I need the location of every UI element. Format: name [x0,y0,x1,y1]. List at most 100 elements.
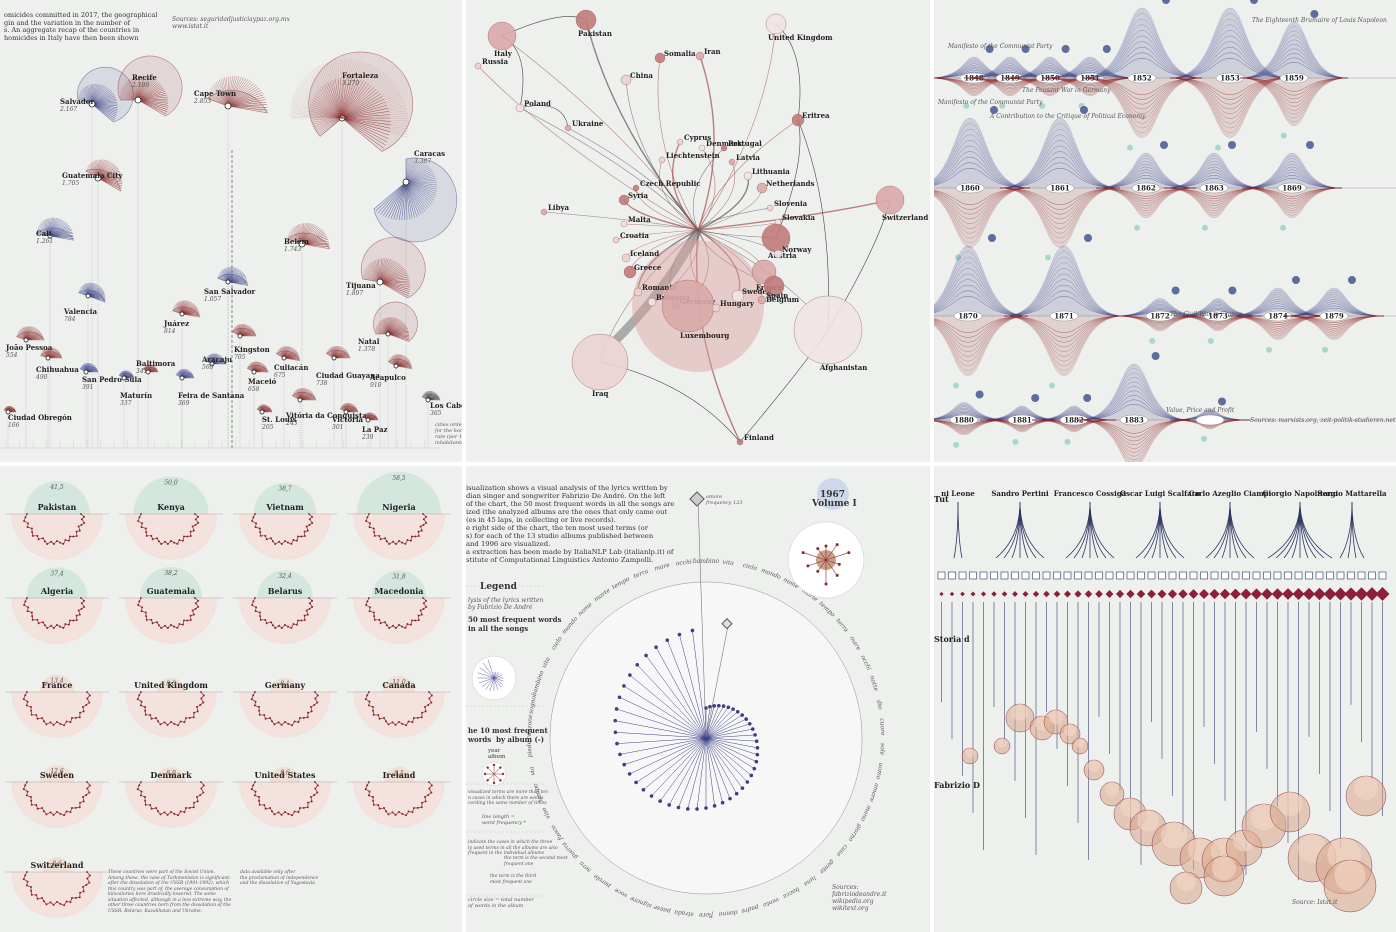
network-node [487,21,517,51]
speech-diamond [1344,587,1358,601]
speech-diamond [1250,588,1263,600]
work-dot [1031,394,1040,402]
bubble-highlight [1354,776,1378,800]
wave-top [1113,299,1207,317]
word-label: nome [577,601,594,618]
network-node [515,103,525,113]
wave-bottom [1003,315,1125,348]
speech-diamond [1095,590,1103,598]
country-name: Germany [265,680,306,690]
year-pill [953,310,983,322]
network-node-label: China [630,71,653,80]
word-spoke [705,737,757,762]
fan-ray [388,181,407,219]
fan-ray [379,280,410,283]
bubble-highlight [1088,760,1100,772]
fan-ray [227,88,260,107]
president-branch [1073,501,1091,559]
fan-ray [49,227,71,237]
wave-bottom [1227,315,1329,333]
city-value: 675 [274,372,286,379]
speech-diamond [1074,590,1082,598]
word-spoke [651,737,707,797]
fan-outline [172,306,201,318]
wave-bottom [1077,419,1191,438]
work-dot [1083,394,1092,402]
fan-ray [301,243,330,248]
fan-ray [396,181,407,220]
speech-diamond [1178,589,1188,599]
fan-ray [379,281,411,286]
wave-top [1077,363,1191,421]
country-name: France [42,680,73,690]
wave-top [1077,381,1191,421]
fan-ray [341,96,383,119]
wave-bottom [934,419,1011,434]
fan-ray [227,76,231,107]
year-box [1305,571,1313,580]
fan-ray [379,267,405,283]
fan-ray [339,113,408,119]
fan-ray [332,80,343,119]
fan-ray [91,91,113,105]
legend-spoke [489,677,495,692]
speech-diamond [1147,589,1156,599]
network-node-label: Belgium [766,295,800,304]
fan-ray [322,85,343,119]
wave-fill-top [1174,298,1262,316]
year-label: 1869 [1282,184,1302,193]
wave-top [1077,395,1191,421]
wave-top [1163,161,1265,189]
wave-fill-top [1078,364,1190,420]
network-node-label: Pakistan [578,29,612,38]
work-dot [999,102,1006,109]
wave-top [1163,163,1265,189]
fan-ray [379,261,398,283]
wave-bottom [1081,77,1203,129]
wave-top [934,66,1021,79]
fan-ray [339,81,393,119]
fan-ray [405,160,420,183]
word-label: paese [652,903,671,914]
wave-year: 1862 [1095,141,1197,231]
fan-ray [405,181,408,220]
fan-ray [329,61,341,119]
fan-ray [405,158,415,183]
album-spoke [825,552,849,561]
work-label: Value, Price and Profit [1166,407,1235,414]
wave-bottom [1239,77,1349,92]
work-label: A Contribution to the Critique of Politi… [989,113,1146,120]
work-dot [1160,141,1168,149]
year-box [1189,571,1198,580]
wave-bottom [1077,419,1191,453]
wave-bottom [1241,187,1343,202]
fan-ray [91,95,115,105]
year-label: 1879 [1324,312,1344,321]
wave-top [934,251,1029,317]
year-box [1116,571,1124,580]
wave-bottom [1283,315,1385,329]
wave-bottom [934,419,1011,436]
wave-bottom [934,315,1029,348]
wave-bottom [1163,187,1265,214]
year-box [1179,571,1187,580]
word-dot [740,786,745,790]
wave-fill-bottom [1174,316,1262,331]
wave-fill-top [980,406,1064,420]
word-spoke [687,737,707,809]
kcal-area [11,872,103,918]
fan-ray [313,96,343,119]
fan-ray [97,169,120,179]
wave-fill-top [934,118,1030,188]
wave-bottom [1095,187,1197,214]
fan-ray [405,162,425,183]
city-value: 738 [316,380,328,387]
fan-outline [231,327,257,337]
fan-ray [91,103,118,112]
word-dot [755,752,760,757]
fan-ray [310,117,343,121]
speech-diamond [1271,588,1284,600]
network-node-label: Slovakia [782,213,815,222]
